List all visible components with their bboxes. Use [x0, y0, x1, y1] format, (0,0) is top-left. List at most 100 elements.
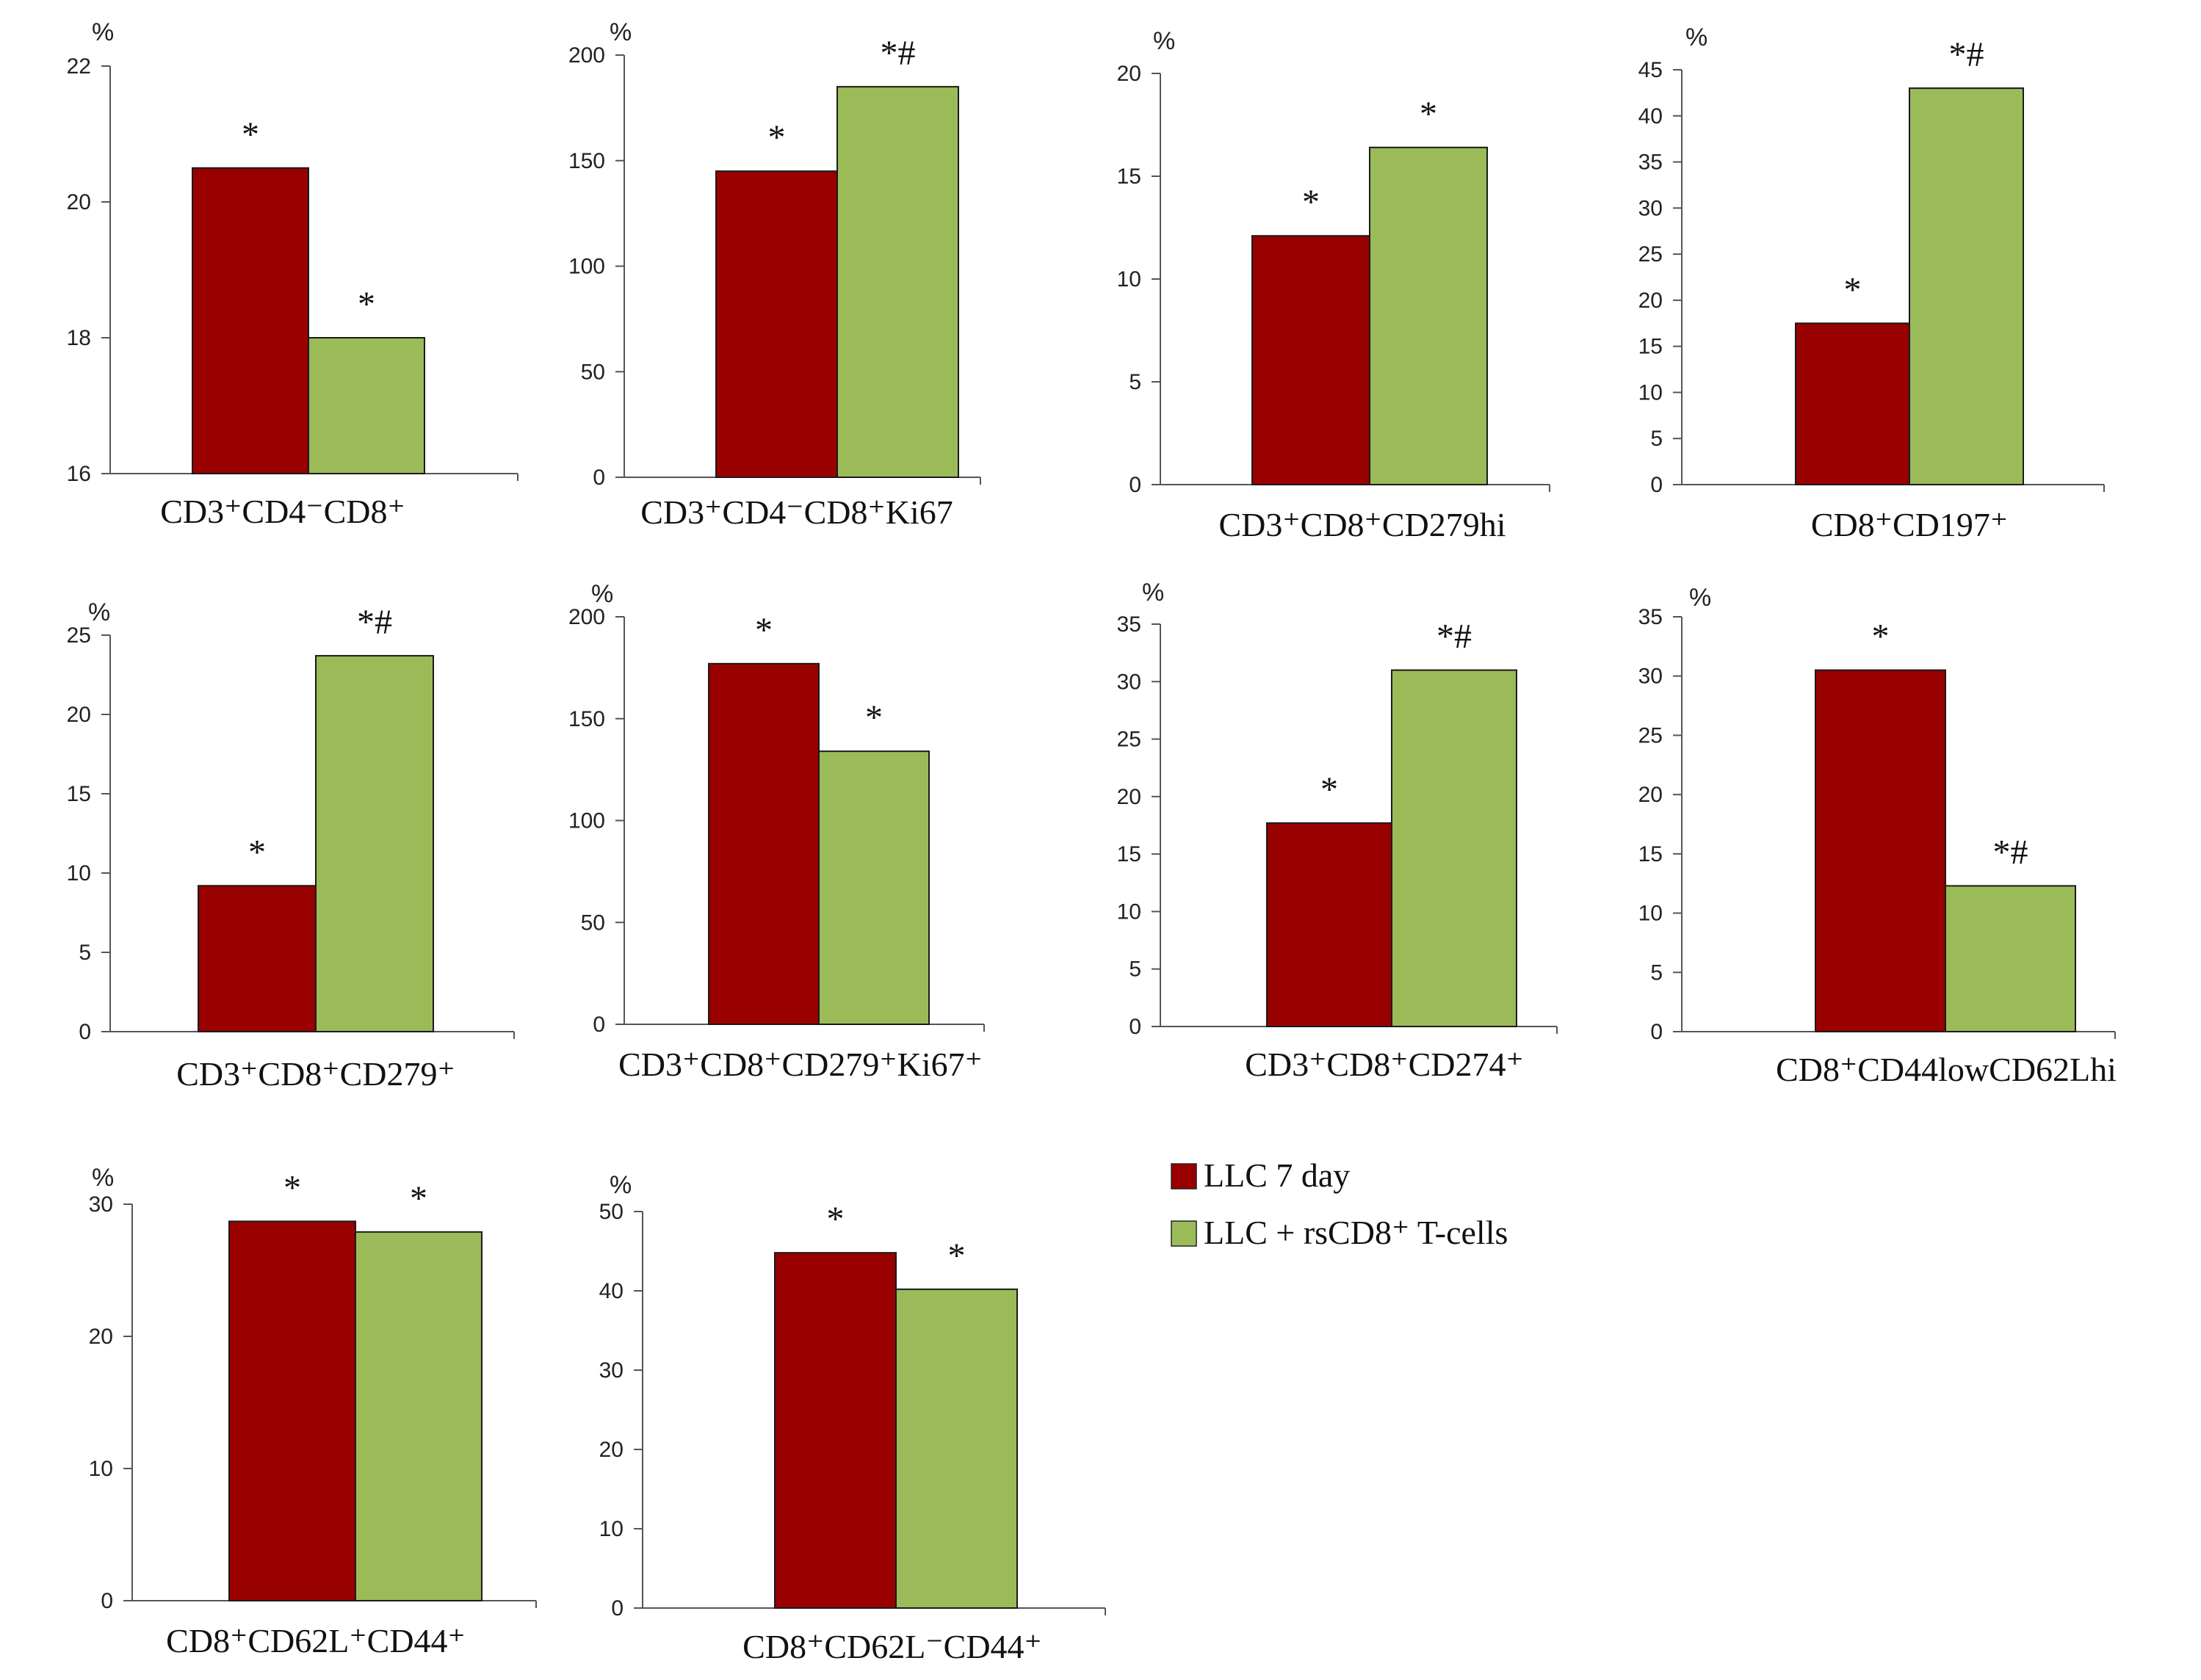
y-axis-unit-label: % — [1142, 579, 1164, 607]
y-tick-label: 30 — [599, 1358, 624, 1383]
x-axis-label: CD3⁺CD4⁻CD8⁺Ki67 — [640, 493, 953, 531]
y-tick-label: 35 — [1638, 151, 1663, 175]
y-tick-label: 50 — [581, 360, 605, 384]
y-tick-label: 25 — [1638, 242, 1663, 267]
y-tick-label: 0 — [1129, 473, 1141, 497]
legend-swatch-llc-7-day — [1171, 1163, 1197, 1190]
chart-panel-10: 0 10 20 30 40 50% * * CD8⁺CD62L⁻CD44⁺ — [599, 1171, 1106, 1665]
significance-marker: * — [358, 285, 375, 324]
significance-marker: * — [248, 833, 266, 872]
bar-llc-7-day — [1795, 322, 1910, 485]
y-tick-label: 0 — [593, 466, 605, 490]
y-tick-label: 25 — [67, 623, 91, 648]
bar-llc-7-day — [715, 170, 838, 478]
legend-label-llc-rscd8: LLC + rsCD8⁺ T-cells — [1204, 1214, 1508, 1251]
bar-llc-rscd8 — [818, 750, 930, 1026]
x-axis-label: CD3⁺CD4⁻CD8⁺ — [160, 493, 405, 530]
y-tick-label: 20 — [1638, 783, 1663, 807]
significance-marker: * — [283, 1168, 301, 1207]
y-tick-label: 10 — [67, 861, 91, 886]
bar-llc-rscd8 — [836, 86, 959, 478]
y-tick-label: 5 — [1129, 957, 1141, 982]
y-tick-label: 15 — [1638, 842, 1663, 866]
y-tick-label: 25 — [1638, 723, 1663, 747]
significance-marker: * — [1872, 618, 1890, 656]
legend-label-llc-7-day: LLC 7 day — [1204, 1156, 1350, 1194]
chart-panel-1: 16 18 20 22% * * CD3⁺CD4⁻CD8⁺ — [67, 18, 518, 530]
y-tick-label: 10 — [599, 1517, 624, 1541]
x-axis-label: CD8⁺CD197⁺ — [1811, 506, 2008, 543]
bar-llc-rscd8 — [895, 1288, 1018, 1609]
y-tick-label: 50 — [581, 910, 605, 935]
significance-marker: * — [948, 1237, 966, 1275]
y-tick-label: 15 — [1117, 164, 1141, 189]
y-tick-label: 16 — [67, 462, 91, 486]
chart-panel-5: 0 5 10 15 20 25% * *# CD3⁺CD8⁺CD279⁺ — [67, 598, 515, 1093]
charts-group: 16182022%**CD3⁺CD4⁻CD8⁺050100150200%**#C… — [67, 18, 2117, 1665]
y-tick-label: 0 — [611, 1596, 624, 1621]
x-axis-label: CD8⁺CD62L⁻CD44⁺ — [742, 1628, 1042, 1665]
significance-marker: * — [242, 115, 259, 154]
y-tick-label: 10 — [89, 1457, 113, 1481]
y-tick-label: 35 — [1117, 612, 1141, 637]
y-tick-label: 10 — [1117, 899, 1141, 924]
significance-marker: * — [755, 611, 773, 650]
bar-llc-rscd8 — [1391, 669, 1517, 1028]
y-tick-label: 5 — [79, 941, 91, 965]
y-tick-label: 0 — [593, 1013, 605, 1037]
y-tick-label: 30 — [1638, 196, 1663, 220]
y-tick-label: 100 — [568, 809, 605, 833]
significance-marker: * — [768, 118, 786, 157]
y-tick-label: 10 — [1117, 267, 1141, 292]
x-axis-label: CD3⁺CD8⁺CD279hi — [1218, 506, 1506, 543]
significance-marker: * — [1302, 183, 1320, 222]
bar-llc-7-day — [708, 662, 820, 1025]
bar-llc-7-day — [1815, 669, 1946, 1033]
bar-llc-7-day — [198, 885, 317, 1033]
y-tick-label: 40 — [599, 1279, 624, 1303]
y-tick-label: 5 — [1650, 960, 1663, 985]
chart-panel-7: 0 5 10 15 20 25 30 35% * *# CD3⁺CD8⁺CD274⁺ — [1117, 579, 1558, 1083]
y-tick-label: 100 — [568, 255, 605, 279]
y-tick-label: 50 — [599, 1200, 624, 1224]
y-axis-unit-label: % — [92, 18, 114, 46]
y-tick-label: 35 — [1638, 605, 1663, 629]
x-axis-label: CD3⁺CD8⁺CD279⁺ — [176, 1055, 455, 1093]
chart-panel-9: 0 10 20 30% * * CD8⁺CD62L⁺CD44⁺ — [89, 1164, 537, 1659]
legend: LLC 7 day LLC + rsCD8⁺ T-cells — [1171, 1156, 1508, 1251]
significance-marker: *# — [881, 34, 916, 73]
y-tick-label: 20 — [1117, 62, 1141, 86]
significance-marker: * — [1844, 270, 1862, 309]
y-tick-label: 18 — [67, 326, 91, 350]
significance-marker: * — [1320, 770, 1338, 809]
y-tick-label: 0 — [1129, 1015, 1141, 1039]
significance-marker: * — [1420, 95, 1437, 134]
bar-llc-7-day — [192, 167, 309, 474]
y-tick-label: 0 — [79, 1020, 91, 1044]
legend-swatch-llc-rscd8 — [1171, 1220, 1197, 1247]
y-axis-unit-label: % — [591, 580, 613, 608]
y-tick-label: 40 — [1638, 104, 1663, 128]
y-tick-label: 15 — [1117, 842, 1141, 866]
x-axis-label: CD3⁺CD8⁺CD274⁺ — [1245, 1046, 1524, 1083]
y-tick-label: 0 — [101, 1589, 113, 1613]
y-axis-unit-label: % — [610, 1171, 632, 1199]
chart-panel-3: 0 5 10 15 20% * * CD3⁺CD8⁺CD279hi — [1117, 27, 1550, 543]
y-tick-label: 5 — [1650, 427, 1663, 451]
y-tick-label: 200 — [568, 43, 605, 68]
y-tick-label: 20 — [89, 1325, 113, 1349]
bar-llc-7-day — [1251, 235, 1370, 485]
y-tick-label: 10 — [1638, 380, 1663, 405]
y-tick-label: 20 — [67, 703, 91, 727]
significance-marker: *# — [1949, 35, 1984, 74]
bar-llc-rscd8 — [1945, 885, 2076, 1033]
bar-llc-7-day — [228, 1220, 356, 1601]
significance-marker: * — [827, 1200, 845, 1239]
significance-marker: * — [410, 1179, 427, 1218]
significance-marker: *# — [1993, 833, 2028, 872]
bar-llc-rscd8 — [1909, 87, 2024, 486]
chart-panel-4: 0 5 10 15 20 25 30 35 40 45% * *# CD8⁺CD197⁺ — [1638, 23, 2105, 543]
y-axis-unit-label: % — [1153, 27, 1175, 55]
chart-panel-6: 0 50 100 150 200% * * CD3⁺CD8⁺CD279⁺Ki67⁺ — [568, 580, 985, 1083]
y-axis-unit-label: % — [88, 598, 110, 626]
